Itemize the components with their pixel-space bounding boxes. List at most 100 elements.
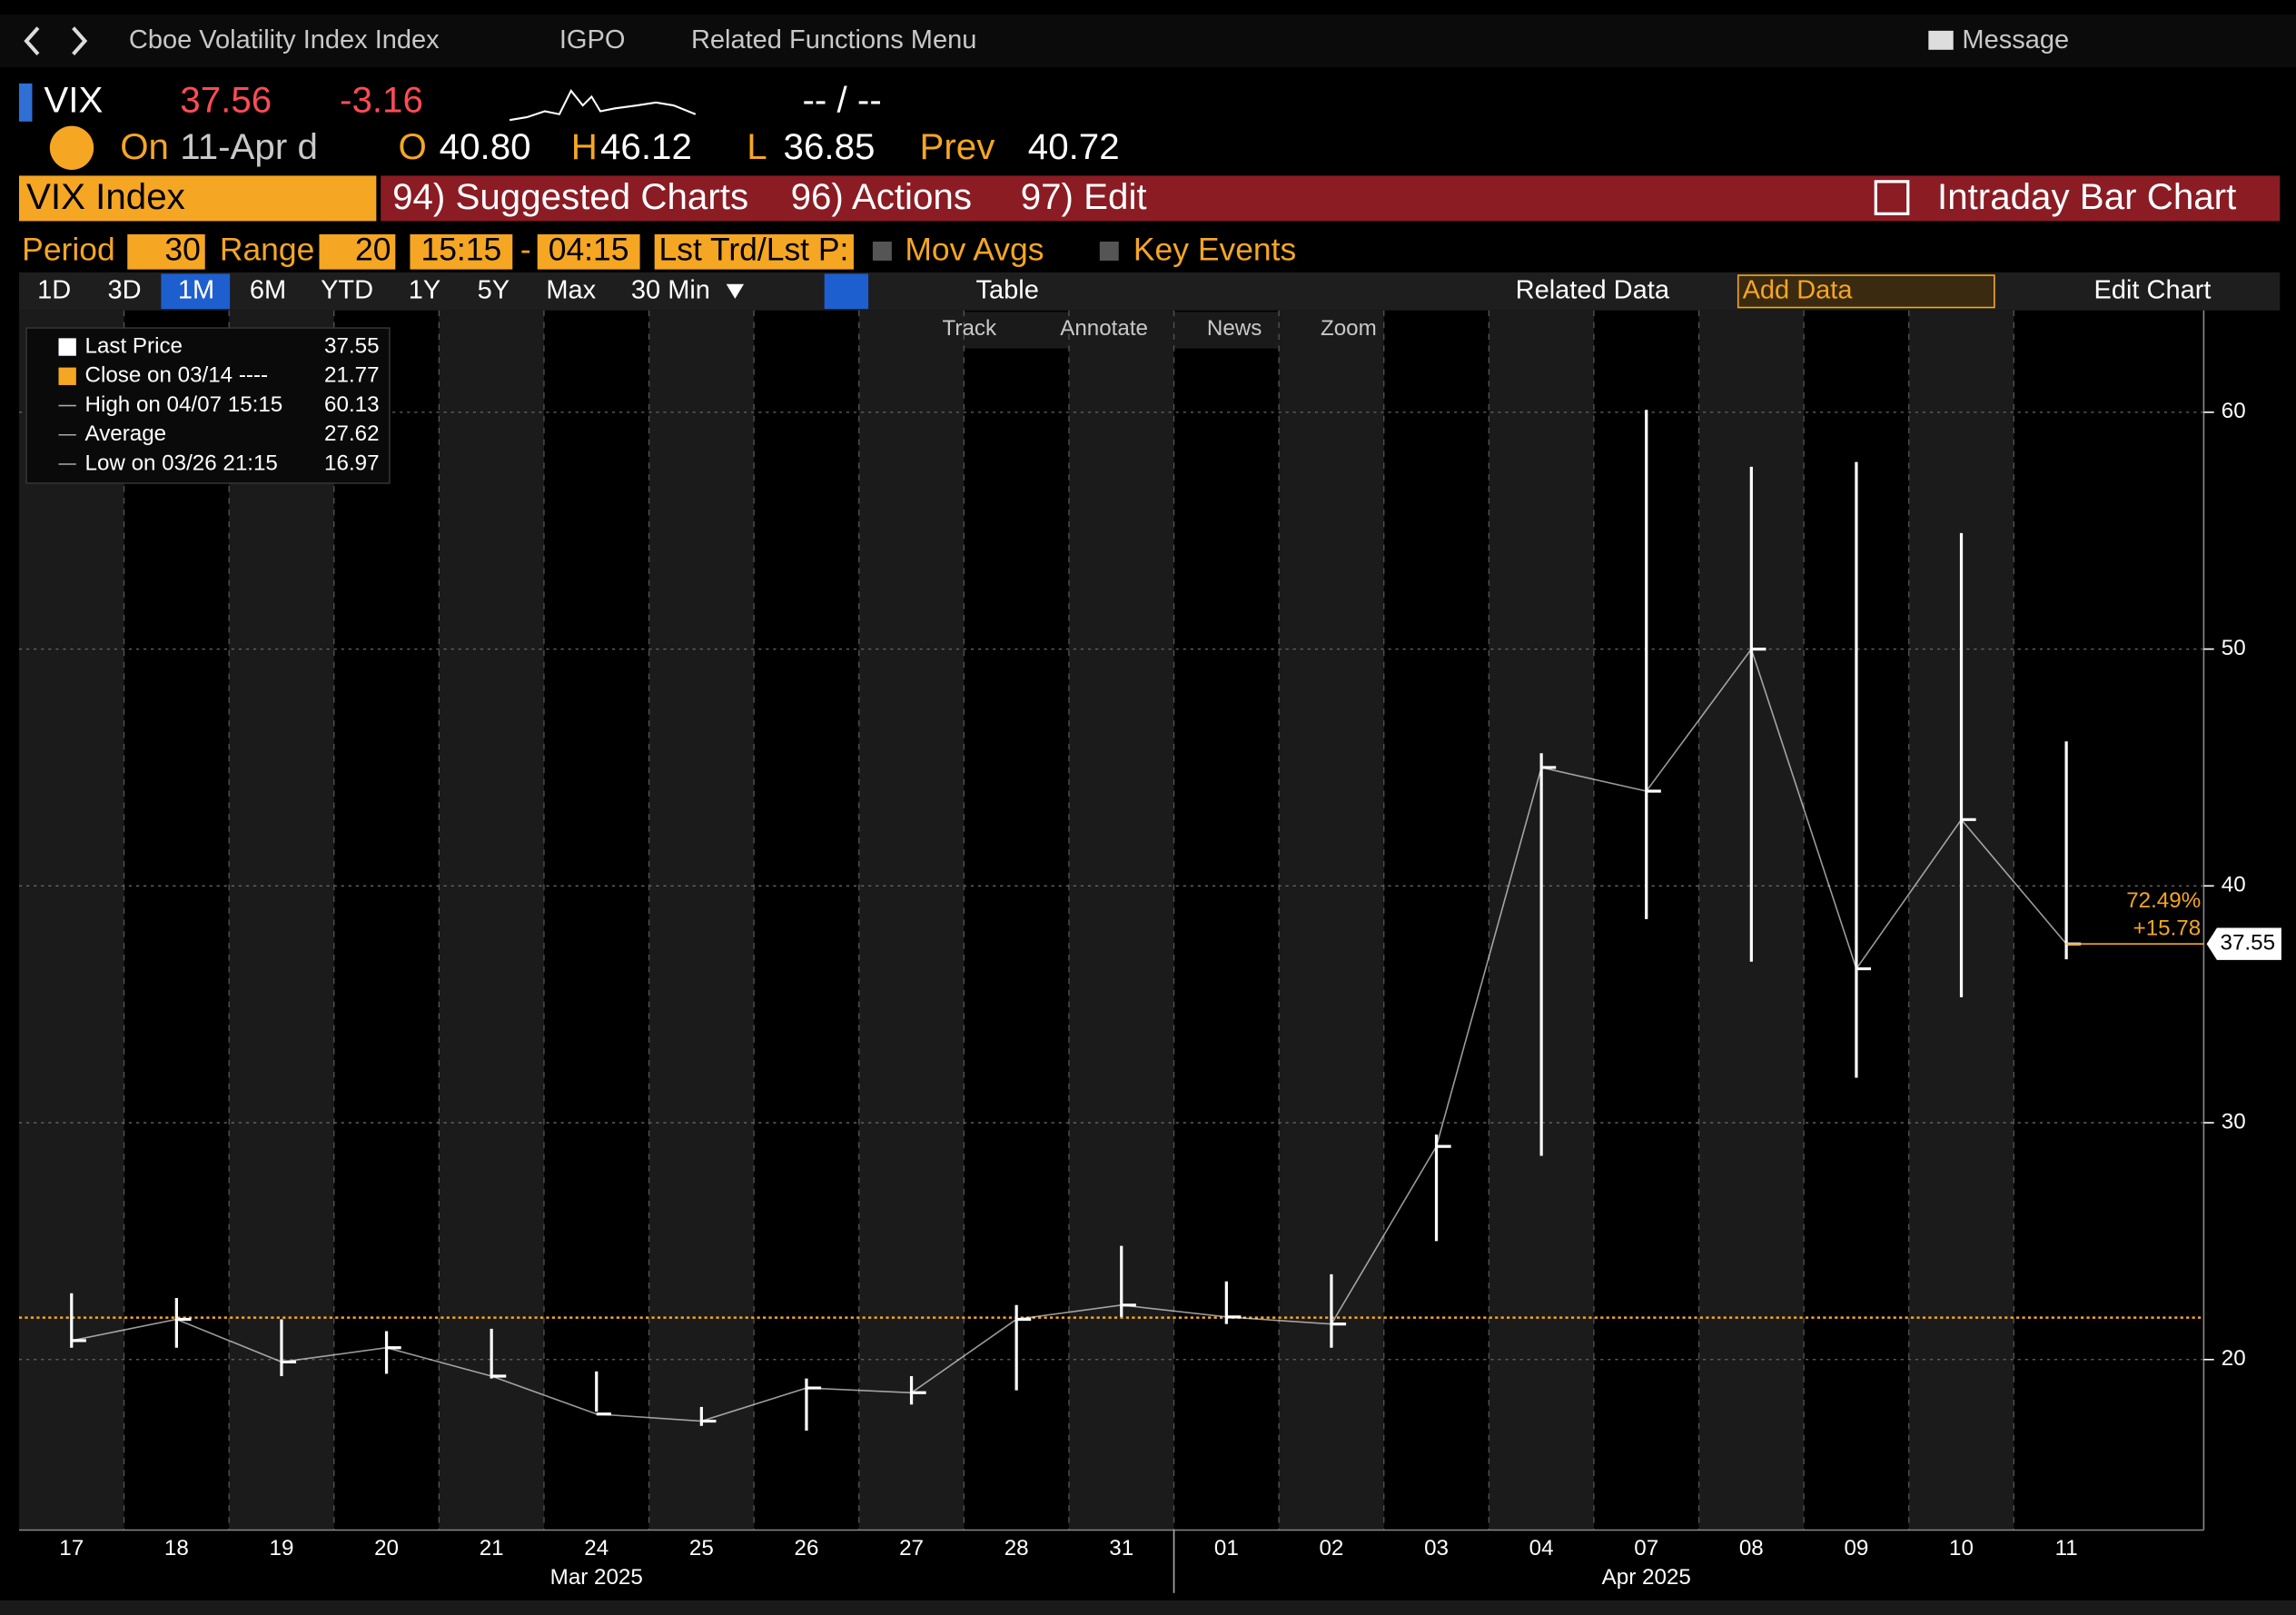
legend-label: Last Price bbox=[85, 333, 183, 358]
y-tick-label: 20 bbox=[2222, 1346, 2246, 1371]
close-line bbox=[71, 647, 2067, 1422]
envelope-icon[interactable] bbox=[1928, 30, 1954, 50]
legend-label: Average bbox=[85, 421, 167, 446]
legend-value: 60.13 bbox=[324, 392, 380, 417]
legend-label: Low on 03/26 21:15 bbox=[85, 451, 278, 475]
range-box[interactable] bbox=[319, 233, 396, 270]
x-tick-label: 24 bbox=[584, 1536, 609, 1561]
y-tick-label: 30 bbox=[2222, 1109, 2246, 1134]
price-tag bbox=[2206, 927, 2281, 960]
add-data-box[interactable] bbox=[1737, 274, 1995, 309]
range-button[interactable]: 6M bbox=[250, 275, 286, 304]
security-tab[interactable] bbox=[18, 175, 377, 222]
legend-value: 27.62 bbox=[324, 421, 380, 446]
edit-menu: 97) Edit bbox=[1021, 176, 1147, 217]
legend-swatch bbox=[58, 367, 76, 385]
high-value: 46.12 bbox=[600, 126, 692, 167]
nav-bar bbox=[0, 15, 2296, 68]
range-button[interactable]: 1M bbox=[178, 275, 214, 304]
legend-swatch bbox=[58, 338, 76, 356]
price-tag-label: 37.55 bbox=[2221, 931, 2276, 956]
nav-arrows[interactable] bbox=[24, 26, 88, 55]
month-label: Apr 2025 bbox=[1602, 1565, 1691, 1590]
plot-area: 17 18 19 20 21 24 25 26 27 28 31 01 02 03 04 07 08 09 10 11… bbox=[18, 310, 2281, 1593]
month-label: Mar 2025 bbox=[550, 1565, 643, 1590]
x-tick-label: 10 bbox=[1949, 1536, 1974, 1561]
x-tick-label: 26 bbox=[794, 1536, 818, 1561]
low-value: 36.85 bbox=[784, 126, 876, 167]
y-tick-label: 40 bbox=[2222, 873, 2246, 897]
actions-menu: 96) Actions bbox=[791, 176, 972, 217]
legend-value: 21.77 bbox=[324, 363, 380, 388]
start-box[interactable] bbox=[410, 233, 513, 270]
prev-label: Prev bbox=[919, 126, 995, 167]
time-dash: - bbox=[520, 232, 531, 268]
chart-tool[interactable]: Track bbox=[943, 316, 997, 341]
checkbox[interactable] bbox=[1099, 241, 1119, 261]
open-label: O bbox=[399, 126, 427, 167]
x-tick-label: 31 bbox=[1109, 1536, 1133, 1561]
x-tick-label: 11 bbox=[2055, 1536, 2078, 1561]
day-band bbox=[858, 310, 965, 1531]
x-tick-label: 09 bbox=[1844, 1536, 1868, 1561]
edit-chart: Edit Chart bbox=[2094, 275, 2212, 304]
active-range bbox=[161, 273, 231, 310]
last-price: 37.56 bbox=[180, 79, 272, 120]
annotation: +15.78 bbox=[2133, 916, 2202, 940]
x-tick-label: 25 bbox=[689, 1536, 714, 1561]
price-change: -3.16 bbox=[340, 79, 423, 120]
range-button[interactable]: 3D bbox=[108, 275, 142, 304]
bar-mode-button[interactable] bbox=[824, 273, 869, 310]
launch-icon[interactable] bbox=[1874, 180, 1910, 215]
on-label: On bbox=[120, 126, 169, 167]
quote-date: 11-Apr d bbox=[180, 126, 318, 167]
x-tick-label: 02 bbox=[1319, 1536, 1343, 1561]
range-button[interactable]: 1Y bbox=[409, 275, 440, 304]
range-button[interactable]: 30 Min bbox=[631, 275, 710, 304]
legend-label: Close on 03/14 ---- bbox=[85, 363, 269, 388]
period-box[interactable] bbox=[127, 233, 205, 270]
end-box[interactable] bbox=[537, 233, 640, 270]
range-button[interactable]: 5Y bbox=[478, 275, 510, 304]
sparkline bbox=[509, 89, 697, 122]
bid-ask: -- / -- bbox=[803, 79, 882, 120]
legend-box bbox=[25, 327, 391, 484]
day-band bbox=[1068, 310, 1174, 1531]
period-value: 30 bbox=[164, 232, 200, 268]
range-button[interactable]: 1D bbox=[37, 275, 71, 304]
alert-icon[interactable] bbox=[49, 125, 94, 170]
x-tick-label: 04 bbox=[1529, 1536, 1554, 1561]
x-tick-label: 27 bbox=[899, 1536, 924, 1561]
range-button[interactable]: YTD bbox=[321, 275, 373, 304]
key-events: Key Events bbox=[1133, 232, 1296, 268]
chart-tool[interactable]: Zoom bbox=[1321, 316, 1377, 341]
x-tick-label: 28 bbox=[1004, 1536, 1029, 1561]
range-label: Range bbox=[220, 232, 314, 268]
checkbox[interactable] bbox=[872, 241, 892, 261]
dropdown-arrow[interactable] bbox=[726, 283, 745, 299]
chart-tool[interactable]: News bbox=[1207, 316, 1262, 341]
open-value: 40.80 bbox=[440, 126, 531, 167]
prev-value: 40.72 bbox=[1028, 126, 1120, 167]
low-label: L bbox=[747, 126, 767, 167]
ticker: VIX bbox=[44, 79, 103, 120]
price-field: Lst Trd/Lst P: bbox=[659, 232, 849, 268]
legend-value: 37.55 bbox=[324, 333, 380, 358]
annotation: 72.49% bbox=[2126, 888, 2201, 913]
legend-label: High on 04/07 15:15 bbox=[85, 392, 283, 417]
security-menu: Cboe Volatility Index Index bbox=[129, 25, 440, 54]
x-tick-label: 17 bbox=[59, 1536, 84, 1561]
x-tick-label: 19 bbox=[270, 1536, 294, 1561]
chart-tool[interactable]: Annotate bbox=[1060, 316, 1148, 341]
period-label: Period bbox=[22, 232, 114, 268]
price-box[interactable] bbox=[654, 233, 854, 270]
x-tick-label: 21 bbox=[480, 1536, 504, 1561]
chart-type: Intraday Bar Chart bbox=[1937, 176, 2236, 217]
x-tick-label: 01 bbox=[1214, 1536, 1239, 1561]
x-tick-label: 20 bbox=[374, 1536, 399, 1561]
ticker-flag bbox=[18, 83, 33, 122]
related-menu: Related Functions Menu bbox=[691, 25, 976, 54]
function-bar bbox=[381, 175, 2281, 222]
range-button[interactable]: Max bbox=[546, 275, 596, 304]
